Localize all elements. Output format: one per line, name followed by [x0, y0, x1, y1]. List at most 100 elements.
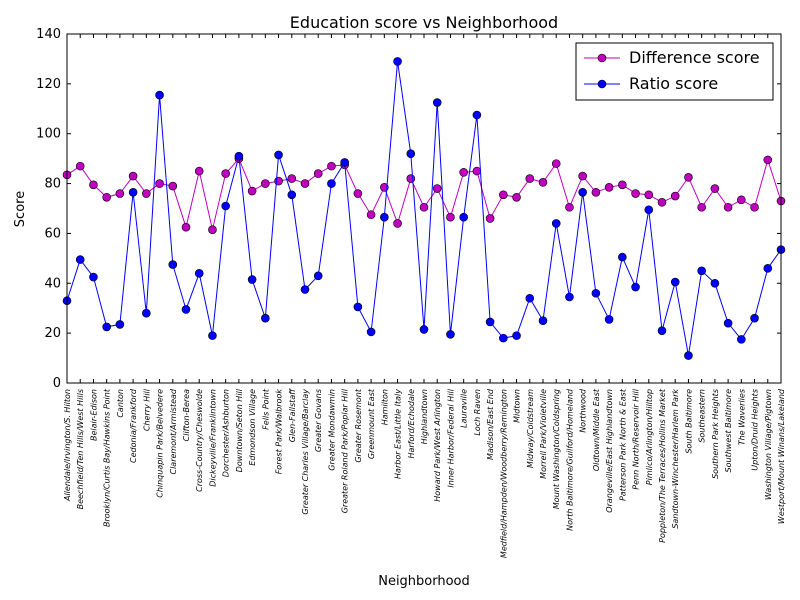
x-tick-label: North Baltimore/Guilford/Homeland [565, 388, 574, 531]
series-0-point [393, 219, 402, 228]
y-axis-label: Score [13, 191, 28, 227]
series-0-point [89, 180, 98, 190]
series-1-point [459, 212, 468, 222]
x-tick-label: Cross-Country/Cheswolde [195, 389, 204, 492]
series-0-point [300, 179, 310, 188]
x-tick-label: Greater Mondawmin [327, 389, 336, 471]
x-tick-label: The Waverlies [737, 389, 746, 445]
series-0-point [604, 183, 614, 192]
series-1-point [75, 255, 85, 264]
series-1-point [432, 98, 442, 107]
y-tick-label: 0 [53, 376, 61, 391]
x-tick-label: Orangeville/East Highlandtown [605, 389, 614, 513]
series-0-point [327, 161, 336, 171]
series-1-point [710, 278, 720, 288]
series-0-point [578, 171, 587, 181]
series-0-point [313, 169, 323, 178]
x-tick-label: Greenmount East [367, 388, 376, 459]
series-1-point [644, 205, 654, 215]
plot-area [62, 57, 786, 360]
series-0-point [710, 184, 720, 193]
x-tick-label: Upton/Druid Heights [751, 389, 760, 471]
x-tick-label: Midway/Coldstream [526, 389, 535, 468]
x-tick-label: Canton [116, 389, 125, 418]
x-tick-label: Allendale/Irvington/S. Hilton [63, 389, 72, 502]
series-1-point [366, 327, 376, 337]
x-tick-label: Greater Rosemont [354, 388, 363, 463]
series-1-point [618, 252, 627, 262]
series-0-point [194, 166, 204, 176]
x-tick-label: Edmondson Village [248, 389, 257, 466]
x-tick-label: Sandtown-Winchester/Harlem Park [671, 389, 680, 529]
series-1-point [737, 335, 746, 344]
series-0-point [247, 186, 257, 196]
series-1-point [512, 331, 521, 340]
x-tick-label: Poppleton/The Terraces/Hollins Market [658, 388, 667, 543]
y-tick-label: 120 [36, 77, 61, 92]
series-0-point [763, 155, 773, 165]
series-1-point [657, 326, 667, 335]
x-tick-label: Belair-Edison [89, 389, 98, 441]
series-0-point [115, 189, 125, 198]
series-1-point [525, 293, 535, 303]
x-tick-label: Beechfield/Ten Hills/West Hills [76, 389, 85, 509]
y-tick-label: 100 [36, 127, 61, 142]
x-tick-label: Dorchester/Ashburton [222, 389, 231, 477]
series-0-point [591, 187, 601, 197]
series-0-point [499, 190, 508, 200]
x-tick-label: Morrell Park/Violetville [539, 389, 548, 479]
x-tick-label: Clifton-Berea [182, 389, 191, 441]
x-tick-label: Midtown [513, 389, 522, 423]
series-1-point [208, 331, 217, 340]
series-0-point [472, 166, 482, 176]
series-0-point [446, 212, 455, 222]
series-0-point [618, 180, 627, 190]
x-tick-label: Dickeyville/Franklintown [208, 389, 217, 487]
series-0-point [485, 214, 495, 223]
series-0-point [432, 184, 442, 193]
legend: Difference score Ratio score [575, 42, 774, 101]
series-0-point [75, 161, 85, 171]
series-0-point [684, 173, 693, 182]
series-1-point [538, 316, 548, 325]
x-tick-label: Southeastern [698, 389, 707, 443]
series-0-point [168, 181, 178, 191]
series-0-point [419, 202, 429, 212]
series-1-point [697, 266, 706, 276]
series-1-point [327, 179, 336, 188]
series-1-point [181, 305, 191, 314]
x-tick-label: Lauraville [460, 389, 469, 428]
x-tick-label: Greater Charles Village/Barclay [301, 389, 310, 515]
series-0-point [366, 210, 376, 220]
x-tick-label: Southwest Baltimore [724, 389, 733, 473]
x-tick-label: Pimlico/Arlington/Hilltop [645, 389, 654, 485]
series-0-point [142, 189, 151, 198]
y-axis: 0 20 40 60 80 100 120 140 [36, 27, 781, 391]
x-tick-label: Greater Roland Park/Poplar Hill [341, 388, 350, 513]
series-1-point [380, 212, 389, 222]
series-0-point [512, 192, 521, 202]
series-0-point [670, 191, 680, 201]
y-tick-label: 20 [44, 326, 61, 341]
legend-marker-0 [597, 53, 607, 63]
series-0-point [525, 174, 535, 183]
chart-title: Education score vs Neighborhood [290, 13, 558, 32]
series-0-point [565, 202, 574, 212]
x-tick-label: Chinquapin Park/Belvedere [156, 389, 165, 498]
series-0-point [181, 222, 191, 232]
series-1-point [419, 325, 429, 334]
series-1-point [472, 110, 482, 120]
series-0-point [128, 171, 138, 181]
x-tick-label: Inner Harbor/Federal Hill [446, 388, 455, 487]
y-tick-label: 60 [44, 226, 61, 241]
series-1-point [168, 260, 178, 269]
series-0-point [406, 174, 416, 183]
series-1-point [406, 149, 416, 158]
x-tick-label: Greater Govans [314, 389, 323, 452]
x-tick-label: Washington Village/Pigtown [764, 389, 773, 500]
y-tick-label: 40 [44, 276, 61, 291]
series-1-point [128, 187, 138, 197]
x-tick-label: South Baltimore [684, 389, 693, 454]
x-tick-label: Oldtown/Middle East [592, 388, 601, 471]
